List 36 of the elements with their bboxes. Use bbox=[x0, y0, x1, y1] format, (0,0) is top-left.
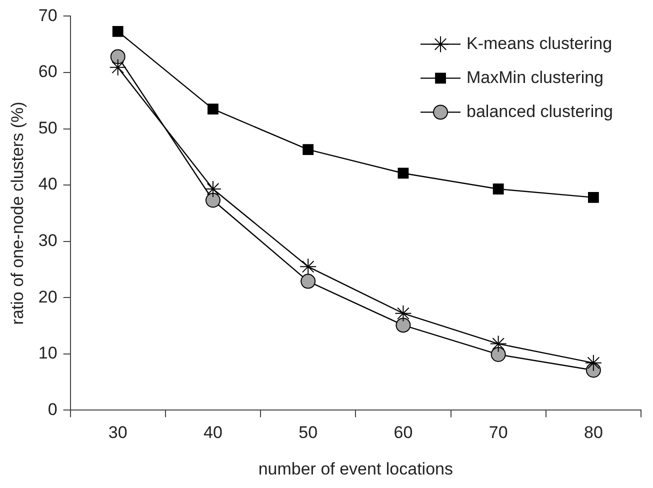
point bbox=[110, 49, 126, 64]
legend-label: balanced clustering bbox=[466, 102, 613, 121]
y-tick-label: 70 bbox=[38, 6, 58, 25]
y-tick-label: 60 bbox=[38, 62, 58, 82]
point bbox=[398, 168, 409, 179]
point bbox=[208, 104, 218, 115]
point bbox=[204, 180, 222, 198]
y-tick-label: 10 bbox=[38, 344, 58, 363]
y-axis-title: ratio of one-node clusters (%) bbox=[8, 102, 27, 325]
x-tick-label: 60 bbox=[394, 423, 413, 442]
y-tick-label: 40 bbox=[38, 174, 58, 194]
x-tick-label: 80 bbox=[584, 423, 603, 442]
legend-label: MaxMin clustering bbox=[466, 68, 604, 87]
x-axis-title: number of event locations bbox=[258, 459, 453, 478]
x-tick-label: 30 bbox=[108, 423, 128, 442]
point bbox=[396, 318, 411, 333]
y-tick-label: 30 bbox=[38, 231, 58, 250]
point bbox=[490, 346, 506, 362]
point bbox=[205, 192, 220, 208]
point bbox=[302, 144, 314, 156]
x-tick-label: 70 bbox=[488, 423, 508, 442]
point bbox=[588, 192, 599, 203]
point bbox=[109, 58, 126, 76]
point bbox=[490, 335, 507, 352]
y-tick-label: 20 bbox=[38, 287, 58, 306]
point bbox=[492, 184, 504, 194]
y-tick-label: 50 bbox=[38, 118, 58, 138]
x-tick-label: 50 bbox=[298, 423, 318, 442]
point bbox=[300, 274, 316, 289]
y-tick-label: 0 bbox=[48, 400, 58, 419]
point bbox=[394, 304, 412, 322]
point bbox=[584, 354, 602, 372]
x-tick-label: 40 bbox=[204, 423, 222, 442]
point bbox=[112, 26, 124, 37]
point bbox=[300, 258, 317, 276]
legend-label: K-means clustering bbox=[466, 34, 612, 53]
